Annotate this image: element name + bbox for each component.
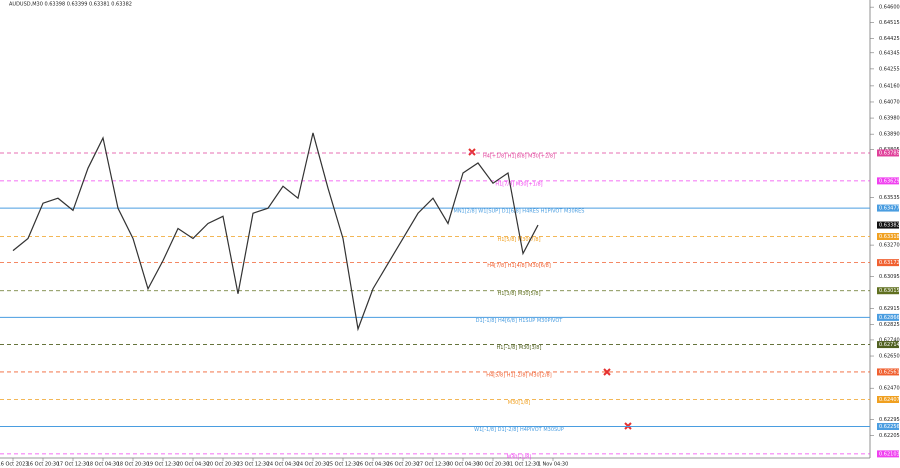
current-price-label: 0.63382 [879,223,900,229]
price-box-label: 0.62256 [879,424,900,430]
level-label: H1[3/8] M30[5/8] [497,291,540,297]
price-box [877,395,899,403]
y-tick-label: 0.63095 [879,274,900,280]
y-tick-label: 0.64600 [879,5,900,11]
y-tick-label: 0.62650 [879,354,900,360]
price-box-label: 0.63172 [879,260,900,266]
y-tick-label: 0.62295 [879,417,900,423]
level-label: W1[-1/8] D1[-2/8] H4PIVOT M30SUP [474,427,564,433]
price-box [877,177,899,185]
price-box-label: 0.63629 [879,178,900,184]
markers [468,148,632,430]
level-label: H1[5/8] M30[7/8] [497,237,540,243]
y-tick-label: 0.63890 [879,132,900,138]
price-box-label: 0.62103 [879,451,900,457]
level-label: H4[5/8] H1[-2/8] M30[2/8] [486,372,551,378]
price-box-label: 0.63785 [879,150,900,156]
y-tick-label: 0.63270 [879,243,900,249]
price-box-label: 0.62866 [879,315,900,321]
x-tick-label: 18 Oct 20:30 [117,462,150,468]
x-tick-label: 25 Oct 12:30 [327,462,360,468]
x-marker [603,368,611,376]
level-label: H4[+1/8] H1[8/8] M30[+2/8] [483,153,555,159]
x-tick-label: 23 Oct 12:30 [237,462,270,468]
x-tick-label: 24 Oct 04:30 [267,462,300,468]
y-tick-label: 0.62740 [879,337,900,343]
x-tick-label: 16 Oct 20:30 [27,462,60,468]
price-box [877,423,899,431]
price-line [12,132,539,332]
y-tick-label: 0.62825 [879,322,900,328]
y-tick-label: 0.64160 [879,83,900,89]
x-tick-label: 19 Oct 12:30 [147,462,180,468]
x-marker [468,148,476,156]
x-tick-label: 30 Oct 04:30 [447,462,480,468]
current-price-box [877,221,899,229]
x-tick-label: 26 Oct 20:30 [387,462,420,468]
price-box-label: 0.62407 [879,397,900,403]
price-box-label: 0.63015 [879,288,900,294]
x-tick-label: 26 Oct 04:30 [357,462,390,468]
x-tick-label: 18 Oct 04:30 [87,462,120,468]
chart-title: AUDUSD,M30 0.63398 0.63399 0.63381 0.633… [9,2,132,8]
price-box [877,287,899,295]
y-tick-label: 0.64515 [879,20,900,26]
level-label: H4[7/8] H1[4/8] M30[6/8] [487,263,551,269]
level-label: MN1[2/8] W1[SUP] D1[6/8] H4RES H1PIVOT M… [454,209,585,215]
price-box [877,259,899,267]
price-box-label: 0.62714 [879,342,900,348]
y-tick-label: 0.64425 [879,36,900,42]
y-tick-label: 0.63535 [879,195,900,201]
price-box [877,341,899,349]
level-label: H1[-1/8] M30[3/8] [497,345,542,351]
price-box [877,450,899,458]
price-box [877,368,899,376]
x-marker [624,422,632,430]
y-tick-label: 0.64345 [879,50,900,56]
x-tick-label: 1 Nov 04:30 [538,462,569,468]
x-tick-label: 17 Oct 12:30 [57,462,90,468]
price-box [877,204,899,212]
price-box [877,149,899,157]
level-label: D1[-1/8] H4[6/8] H1SUP M30PIVOT [476,318,564,324]
y-tick-label: 0.62205 [879,433,900,439]
x-tick-label: 31 Oct 12:30 [507,462,540,468]
level-label: M30[1/8] [508,400,531,406]
price-box [877,233,899,241]
x-tick-label: 30 Oct 20:30 [477,462,510,468]
level-label: M30[-1/8] [507,454,531,460]
price-box-label: 0.62561 [879,369,900,375]
x-tick-label: 20 Oct 04:30 [177,462,210,468]
level-label: H1[7/8] M30[+1/8] [495,181,542,187]
x-tick-label: 24 Oct 20:30 [297,462,330,468]
x-tick-label: 27 Oct 12:30 [417,462,450,468]
y-tick-label: 0.62915 [879,306,900,312]
y-tick-label: 0.64255 [879,66,900,72]
price-box-label: 0.63477 [879,206,900,212]
y-tick-label: 0.63980 [879,116,900,122]
y-tick-label: 0.62470 [879,386,900,392]
price-box [877,313,899,321]
x-tick-label: 20 Oct 20:30 [207,462,240,468]
price-box-label: 0.63318 [879,234,900,240]
x-tick-label: 16 Oct 2023 [0,462,28,468]
y-tick-label: 0.64070 [879,99,900,105]
